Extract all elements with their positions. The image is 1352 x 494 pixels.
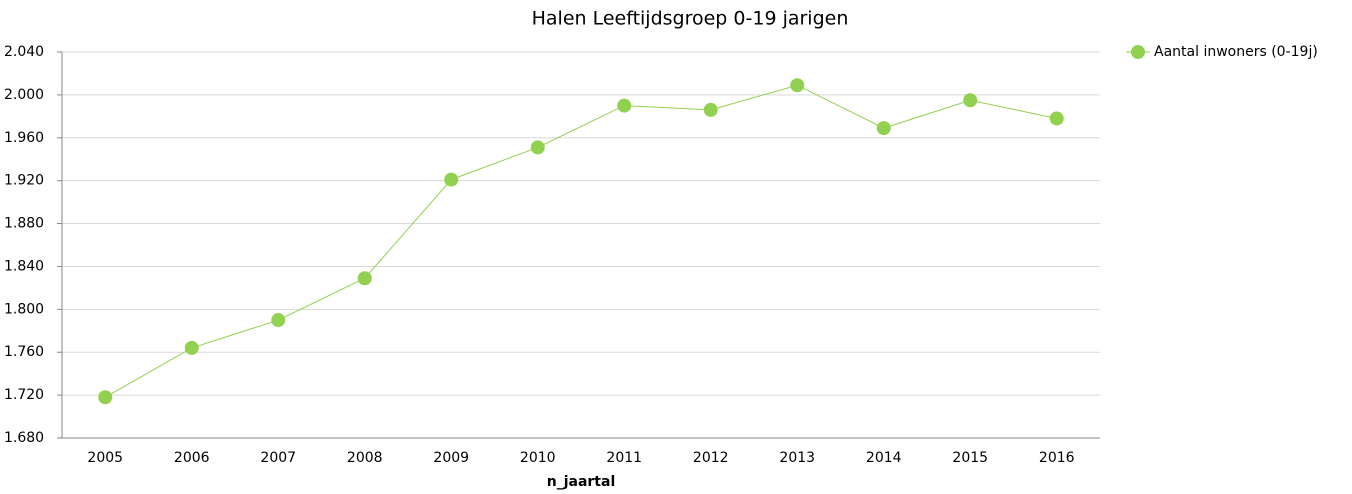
x-tick-label: 2012: [693, 450, 729, 466]
x-tick-label: 2005: [87, 450, 123, 466]
data-point: [617, 98, 632, 113]
data-point: [530, 140, 545, 155]
data-point: [271, 313, 286, 328]
y-tick-label: 1.760: [4, 344, 44, 360]
y-tick-label: 1.800: [4, 301, 44, 317]
y-tick-label: 1.840: [4, 258, 44, 274]
data-point: [184, 340, 199, 355]
x-tick-label: 2015: [952, 450, 988, 466]
chart-title: Halen Leeftijdsgroep 0-19 jarigen: [532, 8, 849, 30]
x-axis-label: n_jaartal: [547, 474, 616, 490]
x-tick-label: 2008: [347, 450, 383, 466]
data-point: [357, 271, 372, 286]
data-point: [98, 390, 113, 405]
y-tick-label: 1.680: [4, 430, 44, 446]
x-tick-label: 2013: [779, 450, 815, 466]
y-tick-label: 1.720: [4, 387, 44, 403]
x-tick-label: 2016: [1039, 450, 1075, 466]
y-tick-label: 1.920: [4, 173, 44, 189]
data-point: [963, 93, 978, 108]
x-tick-label: 2009: [433, 450, 469, 466]
legend-marker: [1131, 45, 1145, 59]
series-line: [105, 84, 1057, 398]
data-point: [876, 121, 891, 136]
legend-label: Aantal inwoners (0-19j): [1154, 44, 1318, 60]
y-tick-label: 2.000: [4, 87, 44, 103]
data-point: [444, 172, 459, 187]
data-point: [1049, 111, 1064, 126]
x-tick-label: 2006: [174, 450, 210, 466]
x-tick-label: 2014: [866, 450, 902, 466]
y-tick-label: 1.960: [4, 130, 44, 146]
x-tick-label: 2011: [606, 450, 642, 466]
x-tick-label: 2007: [260, 450, 296, 466]
y-tick-label: 1.880: [4, 216, 44, 232]
data-point: [790, 78, 805, 93]
data-point: [703, 102, 718, 117]
y-tick-label: 2.040: [4, 44, 44, 60]
x-tick-label: 2010: [520, 450, 556, 466]
